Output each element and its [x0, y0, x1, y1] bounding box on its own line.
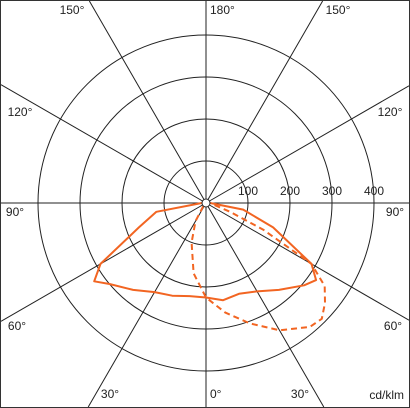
theta-tick-label: 0° — [210, 387, 222, 401]
r-tick-label: 200 — [280, 184, 300, 198]
grid-spoke — [205, 85, 410, 204]
grid-spoke — [205, 202, 325, 408]
r-tick-label: 400 — [364, 184, 384, 198]
theta-tick-label: 120° — [378, 105, 403, 119]
theta-tick-label: 30° — [291, 387, 309, 401]
theta-tick-label: 30° — [101, 387, 119, 401]
theta-tick-label: 150° — [60, 3, 85, 17]
theta-tick-label: 60° — [384, 319, 402, 333]
r-tick-label: 300 — [322, 184, 342, 198]
grid-spoke — [88, 0, 207, 204]
r-tick-label: 100 — [238, 184, 258, 198]
center-dot — [201, 198, 211, 208]
series-curve — [93, 202, 318, 302]
grid-spoke — [0, 84, 207, 204]
series-curve — [190, 203, 326, 332]
unit-label: cd/klm — [369, 388, 404, 402]
theta-tick-label: 90° — [386, 205, 404, 219]
grid-spoke — [205, 0, 324, 204]
grid-spoke — [87, 202, 207, 408]
theta-tick-label: 180° — [210, 3, 235, 17]
theta-tick-label: 90° — [6, 205, 24, 219]
grid-spoke — [205, 202, 410, 321]
theta-tick-label: 60° — [8, 319, 26, 333]
theta-tick-label: 120° — [8, 105, 33, 119]
theta-tick-label: 150° — [326, 3, 351, 17]
